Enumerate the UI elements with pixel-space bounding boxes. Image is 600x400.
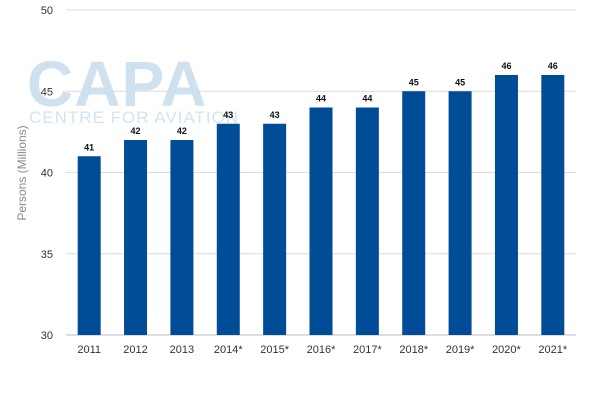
x-tick-label: 2015* — [260, 344, 289, 356]
data-label: 45 — [455, 77, 465, 87]
y-axis-ticks: 30 35 40 45 50 — [41, 5, 53, 342]
data-label: 44 — [316, 94, 326, 104]
bar — [494, 75, 518, 335]
y-tick-label: 40 — [41, 168, 53, 180]
x-tick-label: 2020* — [492, 344, 521, 356]
y-tick-label: 50 — [41, 5, 53, 17]
x-tick-label: 2017* — [353, 344, 382, 356]
y-tick-label: 45 — [41, 86, 53, 98]
bar — [309, 107, 333, 335]
data-label: 46 — [501, 61, 511, 71]
bars — [77, 75, 565, 335]
capa-watermark: CAPA CENTRE FOR AVIATION — [27, 48, 239, 127]
data-label: 42 — [177, 126, 187, 136]
bar — [355, 107, 379, 335]
bar — [216, 123, 240, 335]
data-label: 41 — [84, 142, 94, 152]
bar — [170, 140, 194, 335]
data-label: 42 — [131, 126, 141, 136]
x-tick-label: 2013 — [170, 344, 194, 356]
data-label: 46 — [548, 61, 558, 71]
data-label: 43 — [223, 110, 233, 120]
bar — [263, 123, 287, 335]
bar — [77, 156, 101, 335]
x-tick-label: 2012 — [123, 344, 147, 356]
watermark-tagline: CENTRE FOR AVIATION — [29, 108, 239, 127]
x-tick-label: 2014* — [214, 344, 243, 356]
y-tick-label: 35 — [41, 249, 53, 261]
x-tick-label: 2016* — [307, 344, 336, 356]
y-axis-title: Persons (Millions) — [15, 125, 29, 220]
data-label: 44 — [362, 94, 372, 104]
bar — [124, 140, 148, 335]
bar — [541, 75, 565, 335]
x-tick-label: 2019* — [446, 344, 475, 356]
data-label: 43 — [270, 110, 280, 120]
x-tick-label: 2011 — [77, 344, 101, 356]
x-axis-ticks: 2011 2012 2013 2014* 2015* 2016* 2017* 2018* 201… — [77, 344, 568, 356]
data-label: 45 — [409, 77, 419, 87]
x-tick-label: 2018* — [399, 344, 428, 356]
data-labels: 41 42 42 43 43 44 44 45 45 46 46 — [84, 61, 558, 152]
y-tick-label: 30 — [41, 330, 53, 342]
x-tick-label: 2021* — [538, 344, 567, 356]
bar — [448, 91, 472, 335]
bar — [402, 91, 426, 335]
watermark-logo: CAPA — [27, 48, 208, 120]
